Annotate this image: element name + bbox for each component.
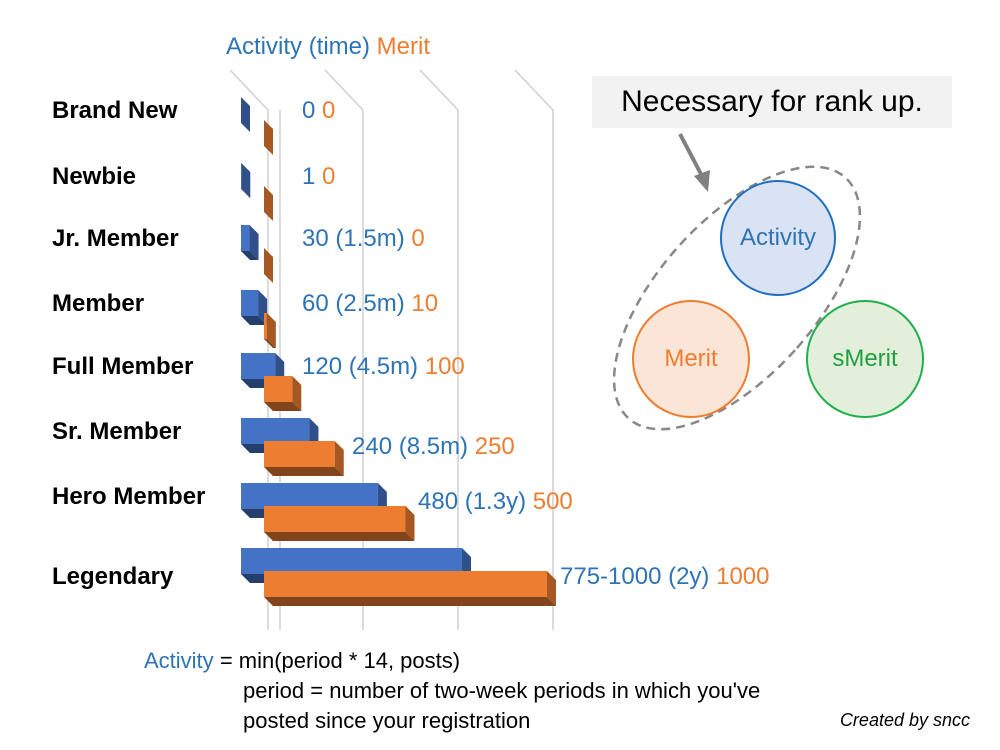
arrow-line [678,133,704,177]
rank-label: Jr. Member [52,225,179,252]
activity-value: 0 [302,97,316,124]
activity-value: 30 (1.5m) [302,225,405,252]
value-label: 30 (1.5m) 0 [302,224,425,254]
merit-bar [264,313,276,348]
gridline [324,69,364,630]
merit-value: 500 [526,488,573,515]
activity-circle: Activity [720,180,836,296]
value-label: 1 0 [302,162,335,192]
value-label: 0 0 [302,96,335,126]
merit-bar [264,506,415,541]
activity-value: 60 (2.5m) [302,290,405,317]
merit-bar [264,571,556,606]
credit: Created by sncc [839,710,970,730]
merit-value: 0 [315,163,336,190]
gridlines [229,69,554,630]
merit-bar [264,376,302,411]
rank-label: Legendary [52,563,174,590]
activity-bar [241,290,268,325]
legend-activity: Activity (time) [226,33,370,60]
rank-label: Newbie [52,163,137,190]
rank-label: Full Member [52,353,194,380]
value-label: 120 (4.5m) 100 [302,352,465,382]
formula-term: Activity [144,648,214,673]
formula-line-3: posted since your registration [243,708,531,733]
legend: Activity (time) Merit [226,32,430,62]
merit-value: 10 [404,290,439,317]
activity-value: 480 (1.3y) [418,488,527,515]
gridline [419,69,459,630]
merit-value: 250 [468,433,515,460]
merit-bar [264,441,344,476]
value-label: 480 (1.3y) 500 [418,487,573,517]
formula-line-1: = min(period * 14, posts) [219,648,461,673]
smerit-circle: sMerit [806,300,924,418]
formula-line-2: period = number of two-week periods in w… [243,678,761,703]
value-label: 240 (8.5m) 250 [352,432,515,462]
activity-bar [241,163,251,198]
callout-box: Necessary for rank up. [592,76,952,128]
merit-bar [264,186,273,221]
merit-circle: Merit [632,300,750,418]
bars [241,97,556,606]
activity-bar [241,225,259,260]
arrow-head [694,170,710,192]
activity-value: 1 [302,163,316,190]
activity-value: 120 (4.5m) [302,353,419,380]
rank-label: Brand New [52,97,178,124]
value-label: 775-1000 (2y) 1000 [560,562,770,592]
merit-bar [264,248,273,283]
rank-label: Member [52,290,145,317]
rank-label: Hero Member [52,483,206,510]
annotations [612,133,862,431]
merit-bar [264,120,273,155]
activity-value: 775-1000 (2y) [560,563,710,590]
merit-value: 0 [315,97,336,124]
merit-value: 1000 [709,563,770,590]
activity-bar [241,97,250,132]
activity-value: 240 (8.5m) [352,433,469,460]
value-label: 60 (2.5m) 10 [302,289,438,319]
merit-value: 100 [418,353,465,380]
rank-label: Sr. Member [52,418,182,445]
gridline [514,69,554,630]
dashed-group-ellipse [612,165,862,431]
merit-value: 0 [404,225,425,252]
activity-bar [241,418,319,453]
gridline [229,69,269,630]
legend-merit: Merit [376,33,431,60]
formula: Activity = min(period * 14, posts) perio… [144,646,760,736]
